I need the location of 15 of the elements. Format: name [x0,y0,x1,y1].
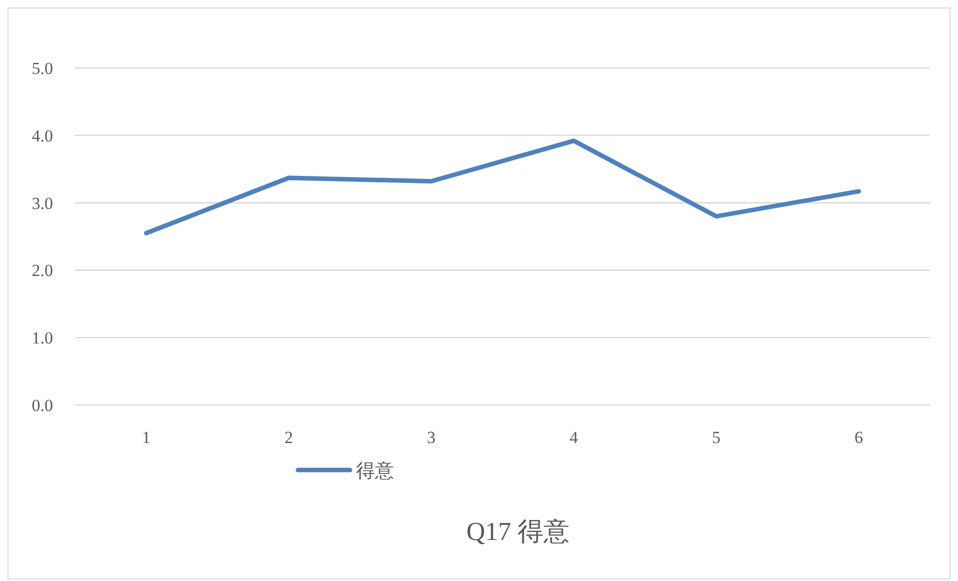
x-tick-label: 1 [142,428,150,447]
x-tick-label: 3 [427,428,436,447]
x-tick-label: 6 [854,428,863,447]
text: Q17 得意 [466,517,570,546]
x-tick-label: 4 [570,428,578,447]
y-tick-label: 4.0 [32,126,53,146]
x-tick-label: 2 [284,428,293,447]
x-tick-label: 5 [712,428,720,447]
legend-label: 得意 [356,461,394,482]
y-tick-label: 0.0 [32,396,53,415]
y-tick-label: 1.0 [32,328,53,348]
line-series [144,138,861,236]
y-tick-label: 2.0 [32,261,53,280]
y-tick-label: 5.0 [32,59,53,78]
y-tick-label: 3.0 [32,194,53,213]
